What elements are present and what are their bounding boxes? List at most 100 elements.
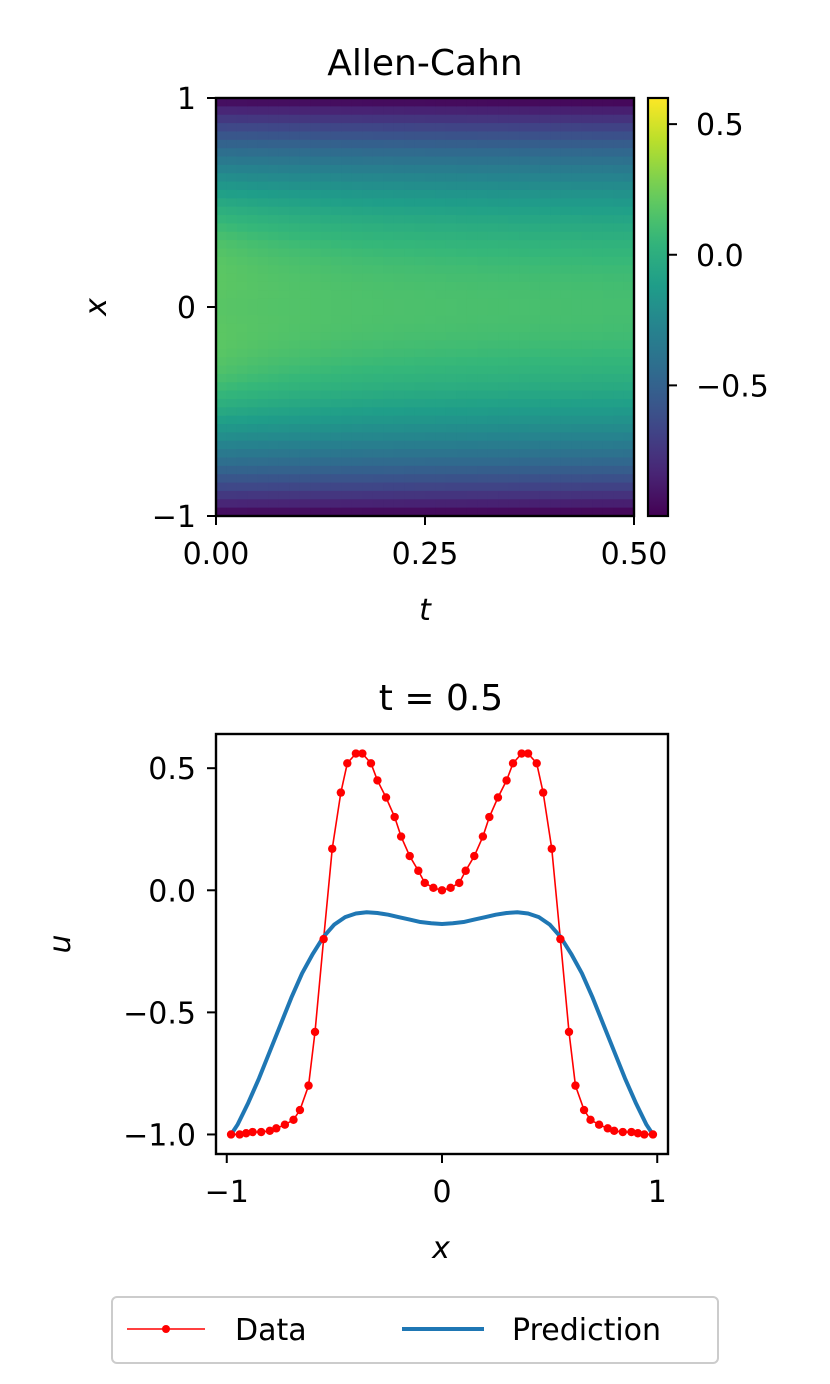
heatmap-cell (435, 390, 447, 400)
heatmap-cell (299, 449, 311, 459)
heatmap-cell (487, 248, 499, 258)
heatmap-cell (435, 206, 447, 216)
heatmap-cell (571, 156, 583, 166)
heatmap-cell (404, 181, 416, 191)
heatmap-cell (404, 98, 416, 107)
heatmap-cell (404, 106, 416, 116)
heatmap-cell (435, 382, 447, 392)
heatmap-cell (592, 181, 604, 191)
heatmap-cell (393, 206, 405, 216)
heatmap-cell (404, 156, 416, 166)
heatmap-cell (247, 398, 259, 408)
heatmap-cell (466, 123, 478, 133)
heatmap-cell (623, 215, 635, 224)
heatmap-cell (498, 156, 510, 166)
data-point (461, 866, 470, 875)
heatmap-cell (383, 474, 395, 484)
heatmap-cell (571, 382, 583, 392)
heatmap-cell (435, 499, 447, 509)
heatmap-cell (257, 449, 269, 459)
heatmap-cell (289, 373, 301, 383)
heatmap-cell (435, 482, 447, 492)
heatmap-cell (236, 307, 248, 316)
heatmap-cell (602, 181, 614, 191)
heatmap-cell (393, 474, 405, 484)
heatmap-cell (592, 390, 604, 400)
heatmap-cell (581, 148, 593, 158)
heatmap-cell (445, 382, 457, 392)
heatmap-cell (247, 315, 259, 325)
heatmap-cell (278, 457, 290, 467)
heatmap-cell (571, 340, 583, 350)
heatmap-cell (456, 206, 468, 216)
heatmap-cell (456, 340, 468, 350)
heatmap-cell (383, 390, 395, 400)
heatmap-cell (487, 482, 499, 492)
heatmap-cell (539, 315, 551, 325)
heatmap-cell (456, 181, 468, 191)
heatmap-cell (529, 365, 541, 375)
heatmap-cell (289, 332, 301, 342)
heatmap-cell (393, 398, 405, 408)
heatmap-cell (372, 357, 384, 367)
heatmap-cell (320, 248, 332, 258)
heatmap-cell (351, 290, 363, 300)
heatmap-cell (529, 490, 541, 500)
heatmap-cell (487, 198, 499, 208)
heatmap-cell (278, 273, 290, 283)
line-x-ticks: −1 0 1 (205, 1154, 667, 1210)
heatmap-cell (330, 307, 342, 316)
heatmap-cell (445, 173, 457, 183)
heatmap-cell (226, 273, 238, 283)
heatmap-cell (278, 373, 290, 383)
heatmap-cell (310, 189, 322, 199)
heatmap-cell (226, 315, 238, 325)
heatmap-cell (560, 432, 572, 442)
heatmap-cell (602, 215, 614, 224)
heatmap-cell (236, 323, 248, 333)
heatmap-cell (487, 490, 499, 500)
heatmap-cell (425, 206, 437, 216)
heatmap-cell (560, 390, 572, 400)
heatmap-cell (466, 281, 478, 291)
heatmap-cell (445, 215, 457, 224)
heatmap-cell (414, 507, 426, 517)
heatmap-cell (425, 181, 437, 191)
heatmap-cell (456, 398, 468, 408)
heatmap-cell (529, 123, 541, 133)
heatmap-cell (330, 106, 342, 116)
heatmap-cell (456, 323, 468, 333)
heatmap-cell (623, 256, 635, 266)
heatmap-cell (592, 290, 604, 300)
heatmap-cell (383, 432, 395, 442)
heatmap-cell (257, 231, 269, 241)
line-y-tick-label: −1.0 (123, 1118, 196, 1153)
heatmap-cell (341, 148, 353, 158)
heatmap-cell (613, 189, 625, 199)
heatmap-cell (508, 114, 520, 124)
data-point (446, 883, 455, 893)
heatmap-cell (372, 281, 384, 291)
heatmap-cell (330, 499, 342, 509)
heatmap-cell (592, 273, 604, 283)
heatmap-cell (268, 114, 280, 124)
heatmap-cell (362, 181, 374, 191)
heatmap-cell (498, 340, 510, 350)
heatmap-cell (372, 189, 384, 199)
heatmap-cell (236, 265, 248, 275)
heatmap-cell (404, 424, 416, 433)
line-title: t = 0.5 (379, 678, 503, 719)
heatmap-cell (351, 189, 363, 199)
colorbar (646, 96, 670, 518)
heatmap-cell (466, 499, 478, 509)
heatmap-cell (602, 315, 614, 325)
heatmap-cell (362, 390, 374, 400)
heatmap-cell (257, 131, 269, 141)
data-point (248, 1127, 257, 1137)
heatmap-cell (550, 206, 562, 216)
heatmap-cell (226, 181, 238, 191)
heatmap-cell (456, 240, 468, 250)
line-x-tick-label: −1 (205, 1175, 249, 1210)
heatmap-cell (550, 390, 562, 400)
heatmap-cell (550, 114, 562, 124)
